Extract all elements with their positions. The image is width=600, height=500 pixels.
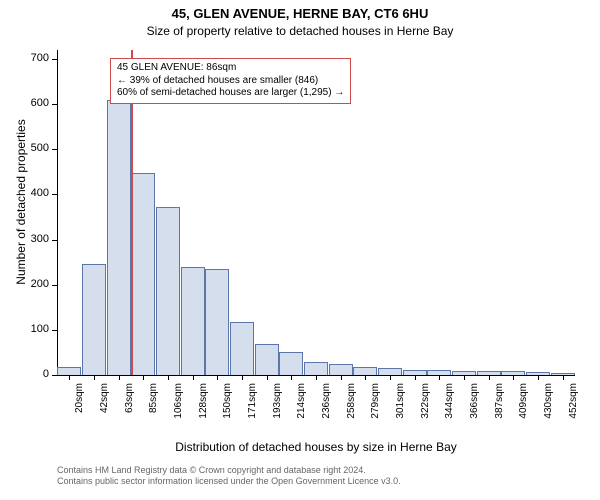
x-tick <box>439 375 440 380</box>
y-tick <box>52 149 57 150</box>
x-tick <box>489 375 490 380</box>
x-tick <box>563 375 564 380</box>
x-tick-label: 301sqm <box>395 383 406 433</box>
x-tick-label: 366sqm <box>469 383 480 433</box>
histogram-bar <box>353 367 377 375</box>
x-tick <box>217 375 218 380</box>
histogram-bar <box>279 352 303 375</box>
y-tick-label: 500 <box>17 142 49 154</box>
x-axis-label: Distribution of detached houses by size … <box>57 440 575 454</box>
histogram-bar <box>304 362 328 375</box>
y-tick-label: 100 <box>17 323 49 335</box>
annotation-box: 45 GLEN AVENUE: 86sqm ← 39% of detached … <box>110 58 351 104</box>
footer-line2: Contains public sector information licen… <box>57 476 401 487</box>
annotation-line2: ← 39% of detached houses are smaller (84… <box>117 75 344 88</box>
x-tick <box>513 375 514 380</box>
x-tick-label: 42sqm <box>99 383 110 433</box>
x-tick <box>291 375 292 380</box>
y-tick <box>52 375 57 376</box>
histogram-bar <box>57 367 81 375</box>
chart-title: 45, GLEN AVENUE, HERNE BAY, CT6 6HU <box>0 6 600 21</box>
x-tick-label: 409sqm <box>518 383 529 433</box>
y-tick-label: 600 <box>17 97 49 109</box>
x-tick <box>168 375 169 380</box>
histogram-bar <box>82 264 106 375</box>
x-tick-label: 322sqm <box>420 383 431 433</box>
footer-text: Contains HM Land Registry data © Crown c… <box>57 465 401 487</box>
y-tick <box>52 104 57 105</box>
histogram-bar <box>107 100 131 375</box>
x-tick-label: 214sqm <box>296 383 307 433</box>
x-tick <box>69 375 70 380</box>
y-tick-label: 400 <box>17 187 49 199</box>
x-tick-label: 85sqm <box>148 383 159 433</box>
x-tick-label: 193sqm <box>272 383 283 433</box>
x-tick-label: 63sqm <box>124 383 135 433</box>
x-tick <box>390 375 391 380</box>
y-axis-line <box>57 50 58 375</box>
x-tick-label: 430sqm <box>543 383 554 433</box>
y-tick-label: 700 <box>17 52 49 64</box>
x-tick-label: 150sqm <box>222 383 233 433</box>
y-tick <box>52 194 57 195</box>
x-tick <box>94 375 95 380</box>
x-tick <box>267 375 268 380</box>
chart-container: 45, GLEN AVENUE, HERNE BAY, CT6 6HU Size… <box>0 0 600 500</box>
histogram-bar <box>230 322 254 375</box>
y-tick-label: 300 <box>17 233 49 245</box>
x-tick <box>119 375 120 380</box>
x-tick <box>193 375 194 380</box>
histogram-bar <box>181 267 205 375</box>
x-tick-label: 279sqm <box>370 383 381 433</box>
x-tick-label: 20sqm <box>74 383 85 433</box>
x-tick <box>316 375 317 380</box>
y-tick <box>52 59 57 60</box>
x-tick <box>538 375 539 380</box>
histogram-bar <box>255 344 279 375</box>
x-tick <box>242 375 243 380</box>
x-tick-label: 106sqm <box>173 383 184 433</box>
annotation-line1: 45 GLEN AVENUE: 86sqm <box>117 62 344 75</box>
x-tick <box>464 375 465 380</box>
x-tick-label: 236sqm <box>321 383 332 433</box>
histogram-bar <box>378 368 402 375</box>
x-tick <box>365 375 366 380</box>
y-tick-label: 200 <box>17 278 49 290</box>
y-tick <box>52 285 57 286</box>
x-tick-label: 128sqm <box>198 383 209 433</box>
x-tick-label: 171sqm <box>247 383 258 433</box>
x-tick <box>143 375 144 380</box>
histogram-bar <box>205 269 229 375</box>
y-tick-label: 0 <box>17 368 49 380</box>
annotation-line3: 60% of semi-detached houses are larger (… <box>117 87 344 100</box>
y-tick <box>52 330 57 331</box>
x-tick-label: 258sqm <box>346 383 357 433</box>
x-tick <box>341 375 342 380</box>
x-tick <box>415 375 416 380</box>
histogram-bar <box>329 364 353 375</box>
y-tick <box>52 240 57 241</box>
chart-subtitle: Size of property relative to detached ho… <box>0 24 600 38</box>
x-tick-label: 344sqm <box>444 383 455 433</box>
histogram-bar <box>156 207 180 375</box>
x-tick-label: 452sqm <box>568 383 579 433</box>
histogram-bar <box>131 173 155 375</box>
x-tick-label: 387sqm <box>494 383 505 433</box>
footer-line1: Contains HM Land Registry data © Crown c… <box>57 465 401 476</box>
